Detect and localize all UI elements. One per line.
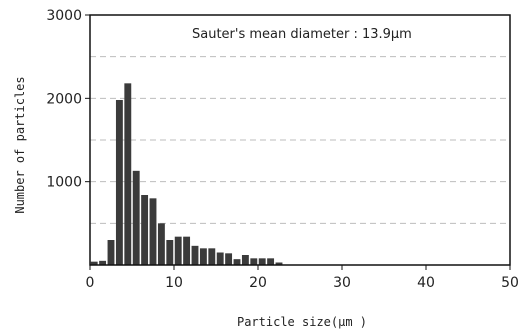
y-axis-title: Number of particles (13, 76, 27, 213)
bar (149, 198, 157, 265)
bar (241, 255, 249, 265)
axis-frame (89, 14, 511, 266)
bar (275, 262, 283, 265)
y-tick-label: 3000 (46, 8, 82, 24)
y-tick-label: 1000 (46, 175, 82, 191)
x-axis-title: Particle size(μm ) (237, 315, 367, 329)
bar (199, 248, 207, 265)
grid-lines (90, 56, 510, 224)
bars-group (90, 83, 283, 265)
bar (115, 100, 123, 265)
x-tick-label: 50 (501, 275, 519, 291)
x-tick-label: 30 (333, 275, 351, 291)
bar (216, 252, 224, 265)
bar (183, 236, 191, 265)
bar (99, 260, 107, 265)
bar (124, 83, 132, 265)
bar (141, 195, 149, 265)
plot-frame (89, 14, 511, 266)
bar (250, 258, 258, 265)
bar (233, 259, 241, 265)
bar (208, 248, 216, 265)
bar (157, 223, 165, 265)
bar (258, 258, 266, 265)
y-tick-label: 2000 (46, 91, 82, 107)
tick-labels: 0 10 20 30 40 50 3000 2000 1000 (46, 8, 519, 291)
bar (191, 245, 199, 265)
x-tick-label: 40 (417, 275, 435, 291)
bar (174, 236, 182, 265)
annotation-text: Sauter's mean diameter : 13.9μm (192, 27, 412, 42)
bar (267, 258, 275, 265)
bar (90, 261, 98, 265)
x-tick-label: 10 (165, 275, 183, 291)
bar (225, 253, 233, 265)
x-tick-label: 20 (249, 275, 267, 291)
x-tick-label: 0 (86, 275, 95, 291)
bar (166, 240, 174, 265)
bar (132, 170, 140, 265)
bar (107, 240, 115, 265)
